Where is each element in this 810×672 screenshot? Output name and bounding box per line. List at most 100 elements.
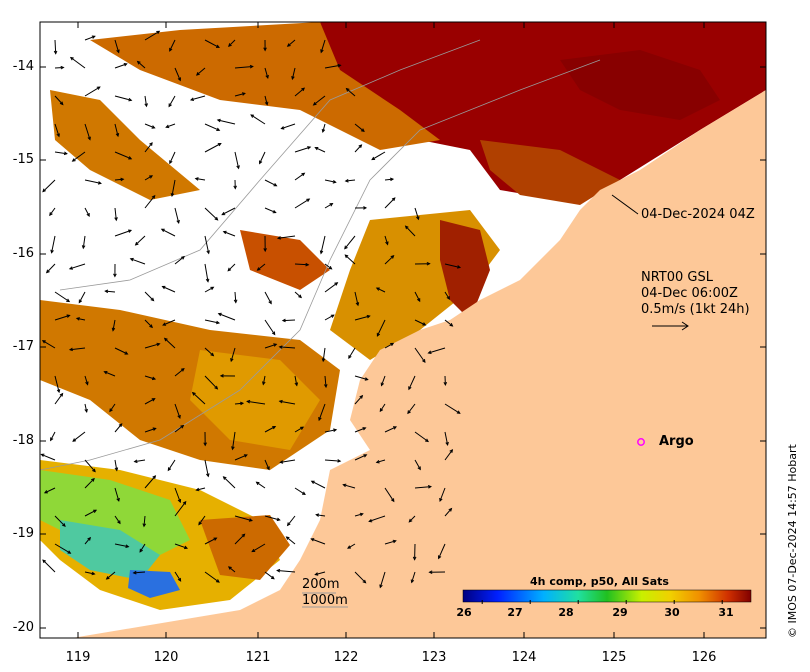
current-arrow-head (426, 261, 431, 266)
current-arrow (444, 403, 461, 414)
current-arrow-head (416, 216, 420, 221)
current-arrow (104, 371, 116, 377)
current-arrow-head (227, 566, 232, 570)
current-arrow (405, 225, 416, 237)
current-arrow (316, 514, 326, 517)
current-arrow-head (255, 481, 260, 486)
scale-arrow (652, 321, 689, 331)
current-arrow (84, 509, 97, 517)
current-arrow-head (85, 381, 89, 386)
isobath-200-label: 200m (302, 577, 340, 592)
current-arrow (438, 543, 446, 559)
current-arrow (204, 207, 218, 221)
current-arrow-head (286, 522, 291, 527)
current-arrow-head (84, 408, 88, 414)
current-arrow-head (97, 181, 102, 185)
current-arrow (324, 64, 341, 69)
current-arrow (354, 123, 365, 132)
current-arrow (204, 123, 220, 131)
current-arrow (114, 39, 120, 53)
current-arrow-head (266, 466, 270, 471)
current-arrow-head (323, 384, 328, 389)
current-arrow-head (329, 203, 334, 207)
current-arrow-head (194, 177, 199, 181)
current-arrow (234, 533, 245, 545)
current-arrow (84, 123, 91, 140)
x-tick-label: 121 (245, 650, 271, 665)
current-arrow (72, 151, 86, 162)
current-arrow (70, 57, 86, 69)
current-arrow-head (272, 209, 277, 214)
current-arrow-head (63, 151, 68, 156)
current-arrow (324, 375, 327, 388)
colorbar-tick-label: 31 (718, 606, 734, 619)
land-mass (40, 90, 766, 638)
current-arrow-head (360, 128, 365, 132)
current-arrow (264, 515, 280, 521)
current-arrow-head (363, 454, 368, 458)
current-arrow (171, 179, 176, 197)
current-arrow (174, 207, 180, 224)
current-arrow-head (114, 467, 119, 472)
current-arrow (234, 92, 246, 97)
current-arrow-head (291, 75, 295, 81)
current-arrow (384, 540, 396, 545)
current-arrow-head (216, 127, 221, 131)
current-arrow-head (156, 342, 161, 347)
x-tick-label: 123 (421, 650, 447, 665)
current-arrow (84, 537, 91, 545)
current-arrow-head (276, 236, 281, 240)
current-arrow (174, 487, 181, 503)
current-arrow-head (310, 538, 315, 542)
current-time-label: 04-Dec 06:00Z (641, 286, 738, 301)
current-arrow (174, 571, 182, 582)
current-arrow-head (42, 559, 46, 564)
current-arrow-head (344, 254, 349, 259)
current-arrow-head (422, 322, 427, 326)
current-arrow-head (59, 392, 64, 397)
current-arrow (139, 543, 146, 553)
current-arrow-head (221, 211, 226, 216)
current-arrow (143, 515, 146, 527)
current-arrow-head (417, 466, 421, 471)
current-arrow (114, 487, 120, 502)
current-arrow (54, 375, 60, 393)
current-arrow-head (298, 294, 303, 299)
current-arrow (84, 478, 95, 489)
current-arrow-head (222, 476, 227, 480)
current-arrow (444, 319, 453, 327)
current-arrow (354, 395, 363, 405)
current-arrow (294, 146, 311, 153)
current-arrow-head (195, 487, 200, 492)
current-arrow (114, 207, 117, 221)
argo-label: Argo (659, 434, 694, 449)
current-arrow (54, 393, 64, 405)
current-arrow-head (195, 72, 200, 76)
current-arrow (324, 429, 337, 433)
current-arrow-head (306, 198, 311, 202)
current-arrow (286, 536, 296, 545)
current-arrow-head (251, 548, 256, 553)
current-arrow-head (412, 556, 417, 561)
current-arrow (114, 63, 127, 69)
current-arrow-head (191, 391, 196, 396)
current-arrow (204, 375, 218, 390)
current-arrow-head (71, 158, 76, 162)
current-arrow-head (128, 229, 133, 233)
current-arrow-head (163, 337, 168, 342)
current-arrow-head (408, 386, 412, 391)
current-arrow-head (165, 124, 170, 129)
current-arrow-head (456, 410, 461, 414)
current-arrow (223, 476, 236, 489)
current-arrow (144, 291, 154, 301)
current-arrow (44, 487, 56, 494)
current-arrow-head (116, 49, 120, 54)
colorbar-tick-label: 27 (507, 606, 523, 619)
current-arrow-head (359, 512, 364, 517)
current-arrow-head (376, 332, 381, 337)
current-arrow (291, 67, 296, 80)
colorbar-tick-label: 28 (558, 606, 574, 619)
x-tick-label: 119 (65, 650, 91, 665)
current-arrow-head (425, 438, 430, 443)
current-arrow (54, 291, 70, 302)
